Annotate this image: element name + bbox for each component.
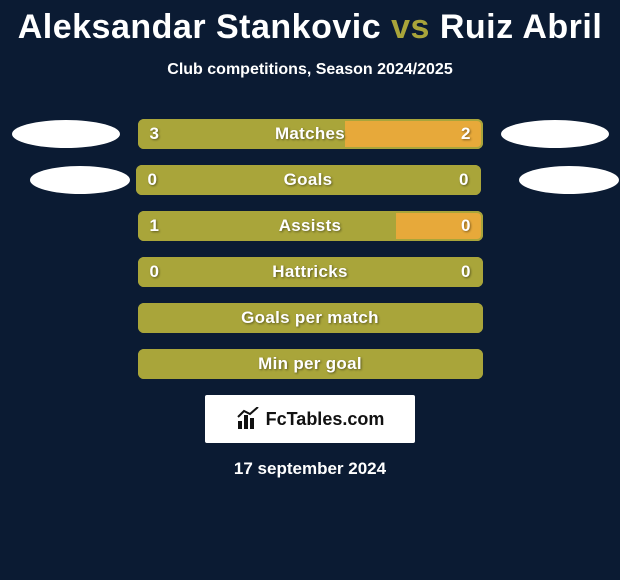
player1-photo-placeholder [12,120,120,148]
stat-bar: Hattricks0 0 [138,257,483,287]
stat-row: Goals per match [0,303,620,333]
stat-bar: Goals per match [138,303,483,333]
stat-row: Min per goal [0,349,620,379]
player2-value: 0 [459,165,468,195]
stats-chart: Matches32Goals00Assists10Hattricks00Goal… [0,119,620,379]
subtitle: Club competitions, Season 2024/2025 [0,61,620,79]
player1-value: 1 [150,211,159,241]
stat-bar: Matches3 2 [138,119,483,149]
player1-photo-placeholder [30,166,130,194]
logo-text: FcTables.com [266,409,385,430]
vs-separator: vs [391,8,430,46]
fctables-logo: FcTables.com [205,395,415,443]
stat-label: Goals [136,165,481,195]
comparison-title: Aleksandar Stankovic vs Ruiz Abril [0,0,620,47]
stat-row: Matches3 2 [0,119,620,149]
player2-photo-placeholder [501,120,609,148]
snapshot-date: 17 september 2024 [0,459,620,479]
player2-photo-placeholder [519,166,619,194]
stat-row: Goals0 0 [0,165,620,195]
chart-icon [236,407,260,431]
stat-bar: Assists1 0 [138,211,483,241]
player2-value: 2 [461,119,470,149]
player2-value: 0 [461,211,470,241]
stat-label: Matches [138,119,483,149]
player1-value: 3 [150,119,159,149]
stat-row: Assists1 0 [0,211,620,241]
stat-bar: Goals0 0 [136,165,481,195]
stat-label: Assists [138,211,483,241]
stat-label: Goals per match [138,303,483,333]
player1-value: 0 [148,165,157,195]
stat-bar: Min per goal [138,349,483,379]
stat-row: Hattricks0 0 [0,257,620,287]
stat-label: Min per goal [138,349,483,379]
player2-value: 0 [461,257,470,287]
player1-name: Aleksandar Stankovic [18,8,381,46]
stat-label: Hattricks [138,257,483,287]
player1-value: 0 [150,257,159,287]
player2-name: Ruiz Abril [440,8,602,46]
